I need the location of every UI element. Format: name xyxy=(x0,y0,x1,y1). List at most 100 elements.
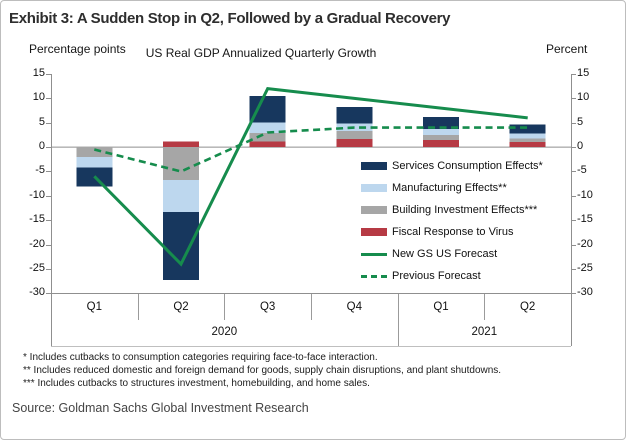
y-tick-label-left: -15 xyxy=(29,213,45,226)
footnote-1: * Includes cutbacks to consumption categ… xyxy=(23,352,378,363)
y-tick-left xyxy=(46,244,51,246)
y-tick-left xyxy=(46,293,51,295)
source-line: Source: Goldman Sachs Global Investment … xyxy=(12,401,309,415)
y-tick-label-left: -30 xyxy=(29,286,45,299)
bar-segment xyxy=(509,142,546,148)
forecast-line-solid xyxy=(93,86,528,267)
y-tick-right xyxy=(571,171,576,173)
bar-segment xyxy=(163,211,199,281)
y-tick-left xyxy=(46,122,51,124)
bar-segment xyxy=(423,139,459,148)
x-quarter-label: Q3 xyxy=(259,301,276,313)
bar-segment xyxy=(249,133,286,142)
legend-label: Previous Forecast xyxy=(392,270,481,282)
y-tick-label-left: 5 xyxy=(38,115,45,128)
y-tick-left xyxy=(46,147,51,149)
left-axis-caption: Percentage points xyxy=(29,42,126,56)
exhibit-title: Exhibit 3: A Sudden Stop in Q2, Followed… xyxy=(9,10,451,27)
y-tick-label-right: -30 xyxy=(577,286,593,299)
y-tick-label-right: -25 xyxy=(577,261,593,274)
y-tick-label-right: -5 xyxy=(577,164,587,177)
y-tick-left xyxy=(46,98,51,100)
legend: Services Consumption Effects* Manufacturi… xyxy=(361,155,543,287)
bar-segment xyxy=(76,147,113,157)
legend-item: Building Investment Effects*** xyxy=(361,199,543,221)
x-separator xyxy=(311,294,312,320)
y-tick-label-left: -5 xyxy=(35,164,45,177)
x-separator xyxy=(224,294,226,320)
x-year-label: 2021 xyxy=(471,326,498,338)
footnote-3: *** Includes cutbacks to structures inve… xyxy=(23,377,370,389)
bar-segment xyxy=(336,107,373,124)
label-area-bottom-border xyxy=(51,346,571,347)
y-tick-label-right: -20 xyxy=(577,237,593,250)
y-tick-label-right: 10 xyxy=(577,91,590,104)
y-tick-label-left: -25 xyxy=(29,261,45,274)
y-tick-right xyxy=(571,244,576,246)
legend-swatch-line-dashed xyxy=(361,274,387,278)
bar-segment xyxy=(509,138,546,143)
bar-segment xyxy=(336,131,373,139)
x-quarter-label: Q1 xyxy=(433,301,449,313)
x-quarter-label: Q4 xyxy=(346,301,362,313)
forecast-line-dashed xyxy=(93,126,528,173)
legend-item: Fiscal Response to Virus xyxy=(361,221,543,243)
chart-canvas xyxy=(51,86,571,281)
y-tick-right xyxy=(571,122,576,124)
x-separator xyxy=(484,294,486,320)
footnote-2: ** Includes reduced domestic and foreign… xyxy=(23,364,502,376)
y-tick-right xyxy=(571,268,576,270)
bar-segment xyxy=(423,116,459,130)
bar-segment xyxy=(249,141,286,148)
y-tick-label-left: 0 xyxy=(38,140,45,153)
legend-label: Building Investment Effects*** xyxy=(392,204,538,216)
y-tick-right xyxy=(571,195,576,197)
y-axis-left xyxy=(51,74,52,346)
y-tick-right xyxy=(571,98,576,100)
bar-segment xyxy=(509,124,546,134)
x-separator xyxy=(397,294,399,346)
y-tick-label-left: -10 xyxy=(29,188,45,201)
bar-segment xyxy=(423,134,459,140)
legend-swatch-bar xyxy=(361,184,387,192)
x-quarter-label: Q2 xyxy=(173,301,189,313)
legend-swatch-bar xyxy=(361,162,387,170)
legend-swatch-bar xyxy=(361,206,387,214)
bar-segment xyxy=(249,122,286,133)
y-tick-label-right: 15 xyxy=(577,67,590,79)
x-separator xyxy=(137,294,139,320)
y-tick-right xyxy=(571,74,576,75)
y-tick-left xyxy=(46,220,51,222)
y-tick-right xyxy=(571,147,576,149)
x-quarter-label: Q2 xyxy=(519,301,536,313)
legend-item: Services Consumption Effects* xyxy=(361,155,543,177)
x-axis-baseline xyxy=(51,293,571,295)
y-tick-label-left: -20 xyxy=(29,237,45,250)
legend-label: Services Consumption Effects* xyxy=(392,160,543,172)
y-tick-left xyxy=(46,171,51,173)
bar-segment xyxy=(509,133,546,139)
y-tick-left xyxy=(46,195,51,197)
legend-label: Manufacturing Effects** xyxy=(392,182,507,194)
x-quarter-label: Q1 xyxy=(86,301,102,313)
legend-label: Fiscal Response to Virus xyxy=(392,226,514,238)
legend-label: New GS US Forecast xyxy=(392,248,498,260)
bar-segment xyxy=(336,138,373,148)
legend-item: New GS US Forecast xyxy=(361,243,543,265)
y-axis-right xyxy=(571,74,572,346)
legend-item: Manufacturing Effects** xyxy=(361,177,543,199)
y-tick-label-left: 10 xyxy=(32,91,45,104)
y-tick-left xyxy=(46,268,51,270)
bar-segment xyxy=(163,141,199,148)
plot-area xyxy=(51,74,571,294)
legend-item: Previous Forecast xyxy=(361,265,543,287)
legend-swatch-bar xyxy=(361,228,387,236)
chart-title: US Real GDP Annualized Quarterly Growth xyxy=(145,46,377,60)
y-tick-label-right: -10 xyxy=(577,188,593,201)
y-tick-label-right: 5 xyxy=(577,115,584,128)
y-tick-label-right: 0 xyxy=(577,140,584,153)
bar-segment xyxy=(163,180,199,212)
footnotes: * Includes cutbacks to consumption categ… xyxy=(23,352,501,391)
y-tick-label-right: -15 xyxy=(577,213,593,226)
